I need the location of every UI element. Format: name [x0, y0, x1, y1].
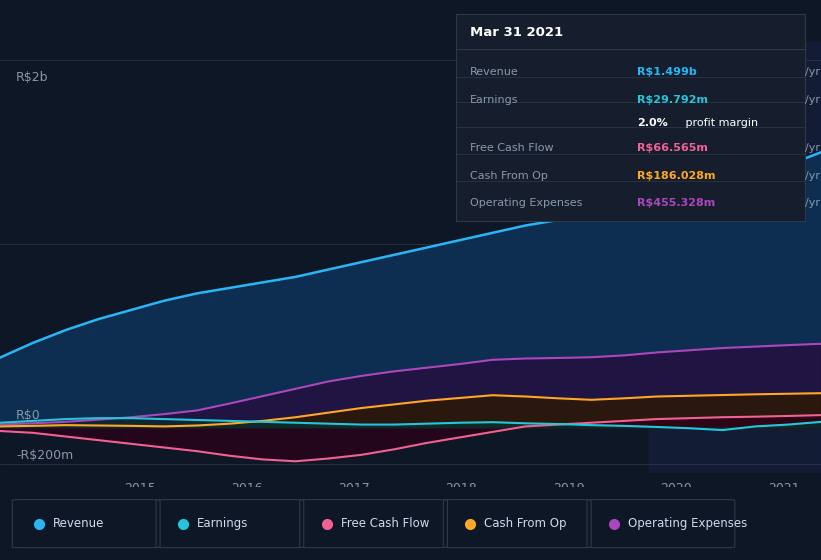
Text: R$29.792m: R$29.792m [637, 95, 708, 105]
Text: Free Cash Flow: Free Cash Flow [341, 517, 429, 530]
Text: /yr: /yr [805, 171, 819, 181]
Text: /yr: /yr [805, 95, 819, 105]
Text: /yr: /yr [805, 67, 819, 77]
Text: R$0: R$0 [16, 409, 41, 422]
Text: /yr: /yr [805, 143, 819, 153]
Text: Operating Expenses: Operating Expenses [628, 517, 747, 530]
Text: Cash From Op: Cash From Op [470, 171, 548, 181]
Text: Earnings: Earnings [197, 517, 249, 530]
Text: Revenue: Revenue [470, 67, 518, 77]
Text: R$1.499b: R$1.499b [637, 67, 697, 77]
Text: Free Cash Flow: Free Cash Flow [470, 143, 553, 153]
Text: R$455.328m: R$455.328m [637, 198, 715, 208]
Bar [649, 42, 821, 473]
Text: R$2b: R$2b [16, 71, 48, 85]
Text: Earnings: Earnings [470, 95, 518, 105]
Text: /yr: /yr [805, 198, 819, 208]
Text: R$186.028m: R$186.028m [637, 171, 716, 181]
Text: R$66.565m: R$66.565m [637, 143, 708, 153]
Text: Cash From Op: Cash From Op [484, 517, 566, 530]
Text: Mar 31 2021: Mar 31 2021 [470, 26, 562, 39]
Text: 2.0%: 2.0% [637, 118, 667, 128]
Text: -R$200m: -R$200m [16, 449, 73, 462]
Text: Operating Expenses: Operating Expenses [470, 198, 582, 208]
Text: Revenue: Revenue [53, 517, 105, 530]
Text: profit margin: profit margin [682, 118, 759, 128]
